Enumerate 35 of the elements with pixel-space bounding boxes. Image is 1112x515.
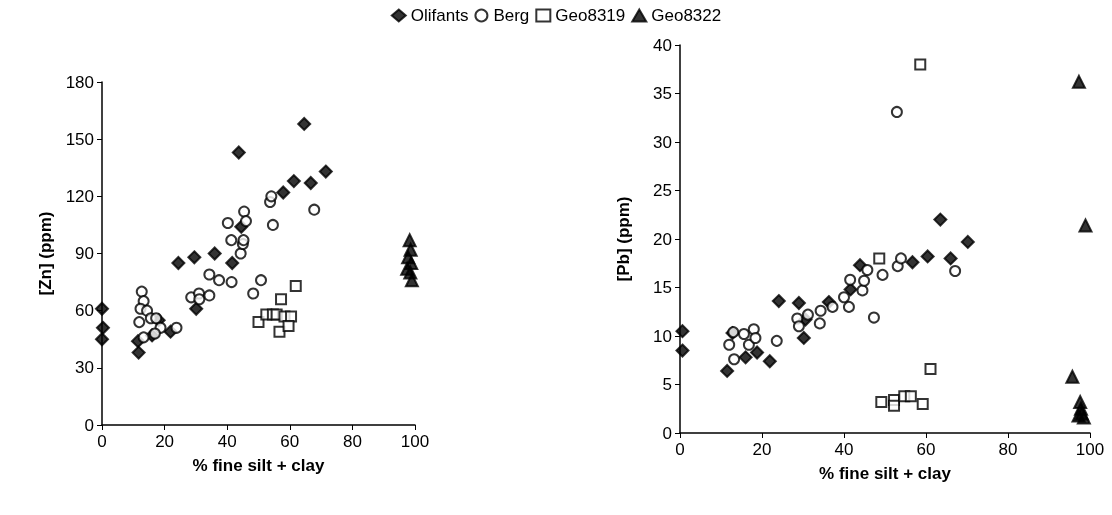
x-axis-title: % fine silt + clay [819,464,952,483]
y-tick-label: 25 [653,181,672,200]
y-tick-label: 0 [84,415,94,435]
y-tick-label: 30 [75,358,94,378]
x-tick-label: 20 [752,440,772,459]
legend-label: Olifants [410,6,469,25]
x-tick-label: 60 [280,432,300,451]
x-tick-label: 0 [675,440,685,459]
y-tick-label: 40 [653,35,672,55]
y-axis-title: [Pb] (ppm) [614,196,633,282]
legend-label: Berg [493,6,530,25]
y-tick-label: 120 [65,186,94,206]
y-axis-title: [Zn] (ppm) [36,211,55,296]
y-tick-label: 30 [653,132,672,152]
x-tick-label: 0 [97,432,107,451]
x-tick-label: 40 [834,440,854,459]
y-tick-label: 150 [65,129,94,149]
legend-label: Geo8322 [651,6,722,25]
x-tick-label: 20 [155,432,175,451]
y-tick-label: 10 [653,326,672,346]
x-axis-title: % fine silt + clay [192,456,325,475]
x-tick-label: 40 [217,432,237,451]
y-tick-label: 15 [653,278,672,297]
x-tick-label: 80 [342,432,362,451]
x-tick-label: 100 [1075,440,1105,459]
y-tick-label: 20 [653,229,672,249]
x-tick-label: 60 [916,440,936,459]
y-tick-label: 5 [662,375,672,394]
x-tick-label: 100 [400,432,430,451]
y-tick-label: 35 [653,84,672,103]
x-tick-label: 80 [998,440,1018,459]
y-tick-label: 90 [75,244,94,263]
y-tick-label: 60 [75,301,94,321]
legend-label: Geo8319 [555,6,626,25]
y-tick-label: 180 [65,72,94,92]
